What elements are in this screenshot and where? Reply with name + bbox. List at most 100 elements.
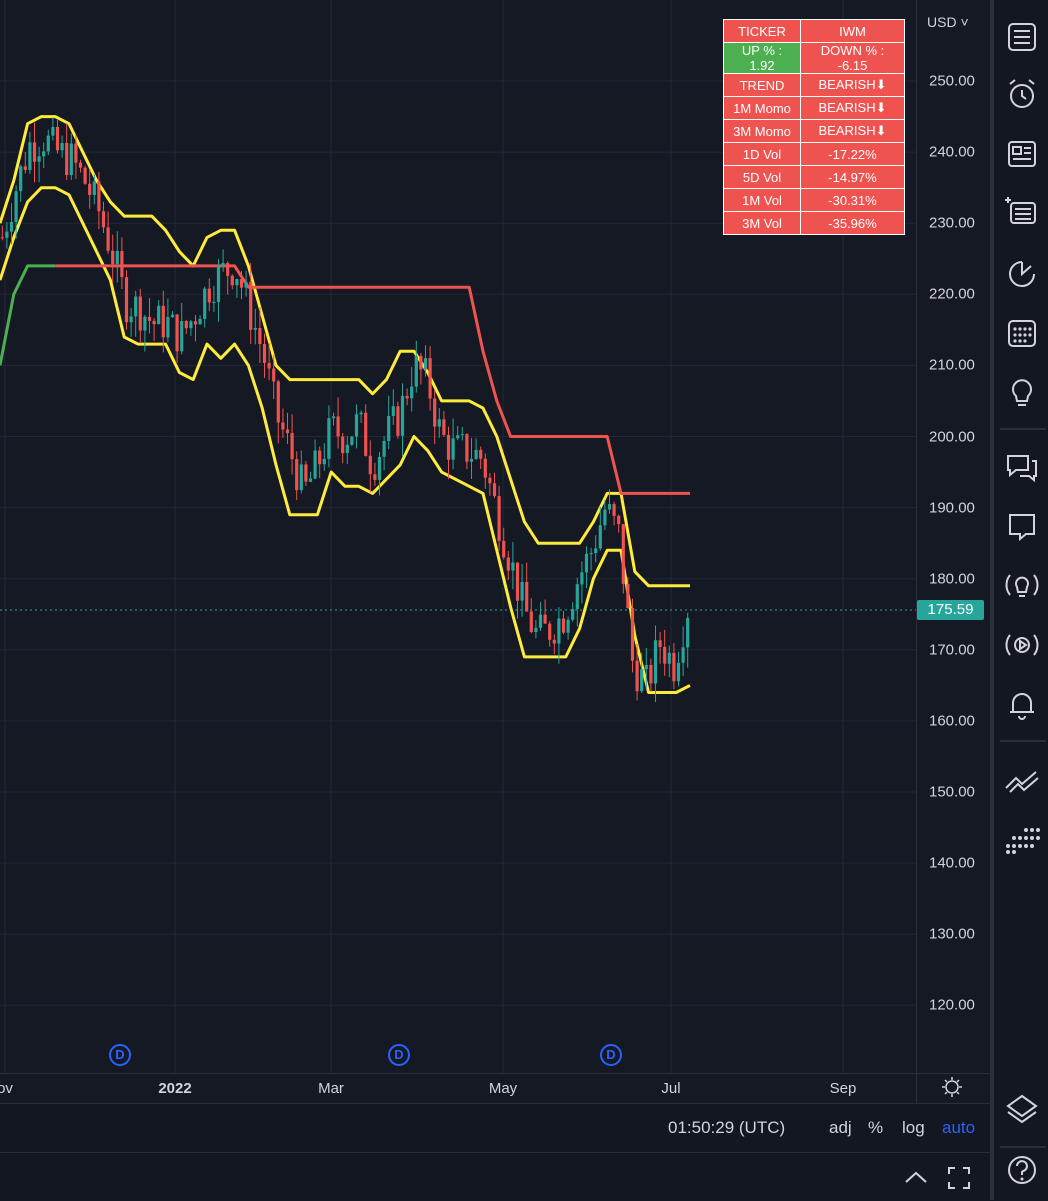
screener-icon[interactable] (1002, 192, 1042, 232)
candle-body (216, 266, 221, 302)
candle-body (686, 617, 690, 648)
candle-body (124, 277, 129, 323)
candle-body (525, 582, 529, 612)
candle-body (373, 474, 377, 480)
private-chat-icon[interactable] (1002, 506, 1042, 546)
candle-body (465, 434, 469, 462)
candle-body (515, 562, 520, 601)
toolbar-separator (1000, 1146, 1046, 1148)
info-table-cell: 5D Vol (723, 165, 801, 189)
candle-body (580, 572, 584, 585)
time-tick-label: Mar (318, 1080, 344, 1097)
candle-body (442, 419, 446, 435)
dividend-marker[interactable]: D (109, 1044, 131, 1066)
candle-body (400, 395, 405, 436)
candle-body (433, 398, 437, 427)
news-icon[interactable] (1002, 134, 1042, 174)
candle-body (42, 151, 46, 157)
streams-icon[interactable] (1002, 625, 1042, 665)
price-chart[interactable] (0, 0, 916, 1073)
trading-panel-icon[interactable] (1002, 760, 1042, 800)
candle-body (658, 640, 662, 647)
candle-body (626, 583, 630, 608)
candle-body (157, 305, 161, 324)
candle-body (479, 449, 483, 459)
candle-body (207, 288, 211, 303)
candle-body (474, 449, 478, 459)
layers-icon[interactable] (1002, 1090, 1042, 1130)
dividend-marker[interactable]: D (388, 1044, 410, 1066)
info-table-row: 1M Vol -30.31% (723, 188, 905, 212)
candle-body (538, 614, 543, 628)
candle-body (469, 458, 474, 462)
fullscreen-icon[interactable] (946, 1165, 972, 1191)
percent-scale-toggle[interactable]: % (868, 1118, 884, 1137)
candle-body (506, 557, 510, 571)
candle-body (502, 540, 506, 558)
last-price-label: 175.59 (917, 600, 984, 621)
adj-toggle[interactable]: adj (829, 1118, 852, 1137)
candle-body (152, 320, 156, 325)
candle-body (621, 524, 625, 584)
candle-body (258, 328, 262, 344)
candle-body (364, 412, 368, 456)
log-scale-toggle[interactable]: log (902, 1118, 925, 1137)
candle-body (543, 614, 547, 624)
candle-body (520, 582, 524, 601)
ideas-stream-icon[interactable] (1002, 565, 1042, 605)
candle-body (561, 618, 566, 633)
candle-body (120, 251, 124, 278)
chats-icon[interactable] (1002, 446, 1042, 486)
ideas-lightbulb-icon[interactable] (1002, 372, 1042, 412)
candle-body (414, 355, 418, 387)
info-table-cell: BEARISH⬇ (800, 96, 905, 120)
chevron-down-icon: ˅ (960, 14, 969, 30)
candle-body (304, 464, 308, 482)
calendar-icon[interactable] (1002, 313, 1042, 353)
alert-bell-icon[interactable] (1002, 684, 1042, 724)
candle-body (598, 525, 602, 549)
candle-body (276, 381, 280, 423)
candle-body (552, 639, 556, 644)
candle-body (318, 450, 322, 465)
chart-pane[interactable]: TICKER IWM UP % : 1.92 DOWN % : -6.15 TREND B… (0, 0, 916, 1073)
candle-body (566, 619, 570, 633)
dividend-marker[interactable]: D (600, 1044, 622, 1066)
candle-body (5, 231, 9, 238)
candle-body (649, 665, 653, 684)
candle-body (644, 665, 648, 670)
alarm-clock-icon[interactable] (1002, 74, 1042, 114)
info-table: TICKER IWM UP % : 1.92 DOWN % : -6.15 TREND B… (723, 19, 905, 235)
candle-body (336, 416, 340, 437)
info-table-cell: 1M Vol (723, 188, 801, 212)
candle-body (221, 263, 225, 267)
auto-scale-toggle[interactable]: auto (942, 1118, 976, 1137)
candle-body (594, 548, 598, 554)
currency-selector[interactable]: USD ˅ (927, 14, 969, 30)
candle-body (189, 321, 193, 329)
price-axis[interactable]: USD ˅ 175.59 250.00 240.00 230.00 220.00 210… (916, 0, 991, 1073)
axis-settings-button[interactable] (916, 1073, 991, 1104)
candle-body (83, 167, 87, 184)
help-icon[interactable] (1002, 1150, 1042, 1190)
time-axis[interactable]: ov 2022 Mar May Jul Sep (0, 1073, 916, 1104)
candle-body (428, 358, 432, 399)
chevron-up-icon[interactable] (902, 1165, 930, 1189)
candle-body (571, 609, 575, 620)
clock-readout[interactable]: 01:50:29 (UTC) (668, 1118, 786, 1137)
candle-body (423, 358, 428, 370)
candle-body (350, 436, 354, 445)
object-tree-icon[interactable] (1002, 820, 1042, 860)
candle-body (557, 618, 561, 644)
info-table-cell: 3M Momo (723, 119, 801, 143)
price-tick-label: 230.00 (929, 214, 975, 232)
hotlist-icon[interactable] (1002, 254, 1042, 294)
candle-body (382, 441, 386, 457)
candle-body (97, 181, 101, 212)
candle-body (313, 450, 317, 479)
watchlist-icon[interactable] (1002, 17, 1042, 57)
candle-body (55, 127, 60, 151)
candle-body (672, 652, 676, 682)
candle-body (138, 296, 142, 331)
candle-body (308, 478, 313, 482)
